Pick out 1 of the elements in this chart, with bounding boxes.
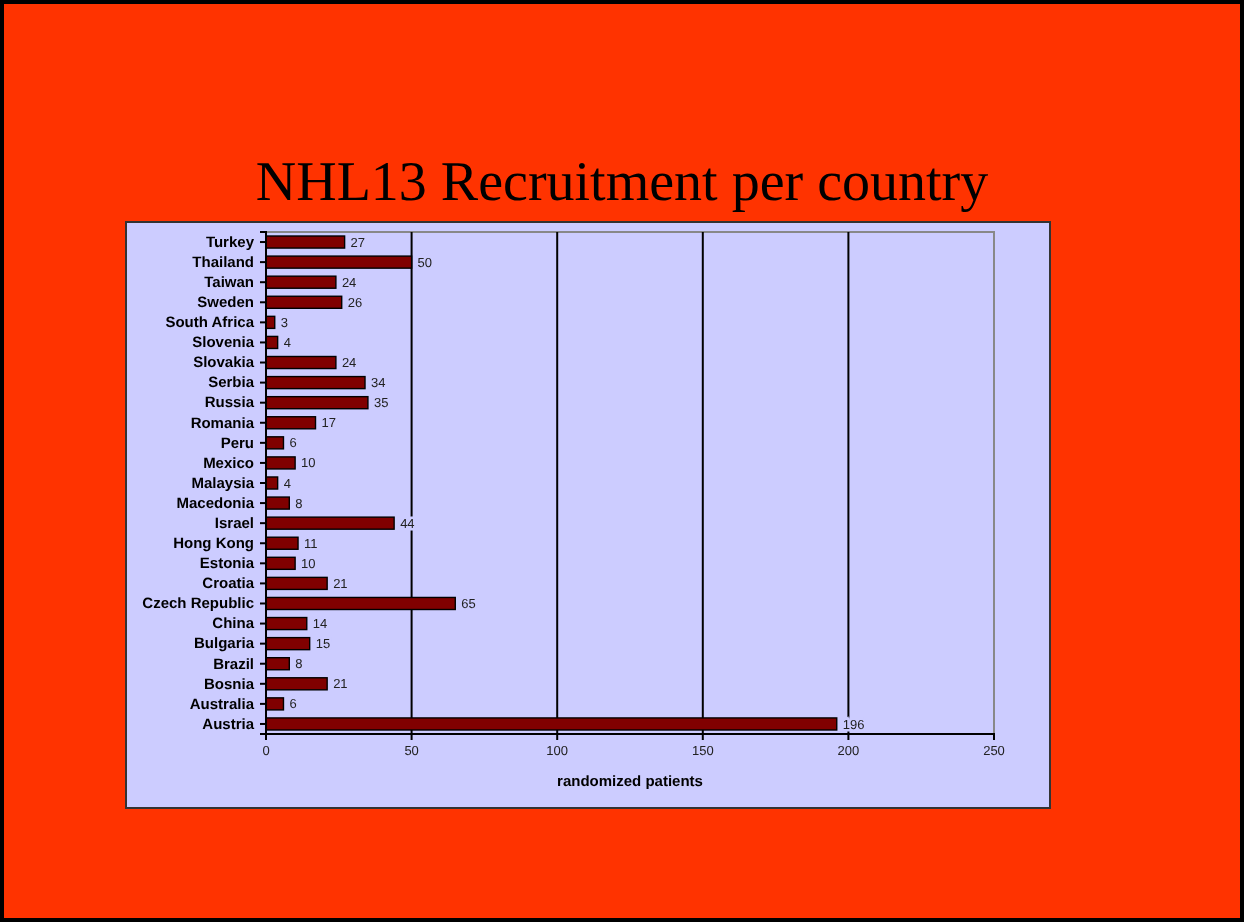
chart-title: NHL13 Recruitment per country bbox=[255, 152, 989, 214]
